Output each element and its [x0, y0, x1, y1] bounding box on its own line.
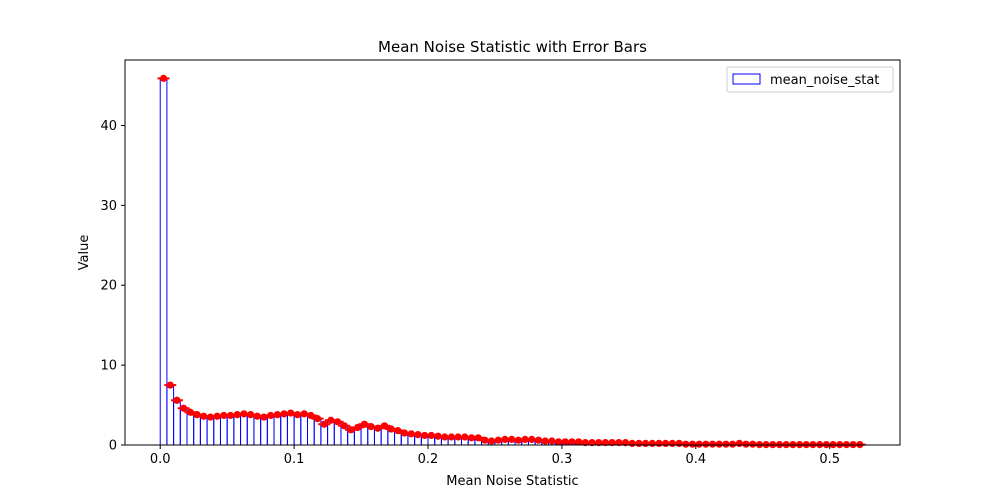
error-point: [742, 440, 750, 448]
y-tick-label: 0: [109, 439, 117, 454]
error-point: [220, 411, 228, 420]
error-point: [581, 439, 589, 447]
error-point: [541, 437, 549, 445]
error-point: [253, 412, 261, 420]
error-point: [461, 433, 469, 441]
plot-frame: [124, 59, 901, 446]
x-axis: 0.0 0.1 0.2 0.3 0.4 0.5: [150, 445, 840, 467]
x-axis-label: Mean Noise Statistic: [446, 474, 578, 489]
y-axis-label: Value: [77, 235, 92, 271]
error-point: [501, 435, 509, 444]
error-point: [621, 439, 630, 447]
error-point: [213, 412, 221, 420]
error-point: [708, 440, 717, 448]
error-point: [488, 437, 496, 445]
error-point: [534, 436, 543, 444]
error-point: [380, 422, 389, 430]
error-point: [688, 440, 697, 448]
error-point: [702, 440, 710, 448]
error-point: [561, 438, 569, 446]
error-point: [514, 436, 522, 444]
error-point: [226, 411, 235, 420]
legend: mean_noise_stat: [726, 66, 894, 93]
error-point: [575, 438, 583, 446]
error-point: [200, 412, 208, 420]
error-point: [528, 435, 536, 444]
error-point: [307, 411, 315, 420]
error-point: [313, 415, 322, 423]
error-point: [441, 433, 449, 441]
error-point: [722, 440, 730, 448]
legend-box: [726, 66, 894, 93]
y-tick-label: 10: [100, 359, 117, 374]
x-tick-label: 0.1: [284, 452, 305, 467]
error-point: [414, 431, 422, 439]
error-point: [447, 433, 456, 441]
legend-label: mean_noise_stat: [770, 73, 879, 88]
y-tick-label: 30: [100, 199, 117, 214]
error-point: [588, 439, 596, 447]
error-point: [407, 430, 415, 438]
error-point: [568, 438, 576, 446]
error-point: [320, 420, 328, 428]
chart-title: Mean Noise Statistic with Error Bars: [378, 38, 647, 56]
error-point: [334, 418, 342, 426]
error-point: [521, 435, 529, 444]
error-point: [421, 431, 429, 440]
error-point: [233, 411, 241, 419]
error-point: [400, 429, 409, 437]
error-point: [180, 404, 188, 412]
error-point: [273, 411, 281, 419]
error-point: [173, 396, 181, 404]
x-tick-label: 0.5: [819, 452, 840, 467]
error-point: [729, 440, 737, 448]
error-point: [427, 431, 435, 440]
error-point: [481, 436, 489, 444]
error-point: [354, 423, 362, 432]
x-tick-label: 0.3: [552, 452, 573, 467]
error-point: [508, 435, 516, 444]
error-point: [494, 436, 502, 444]
legend-swatch: [732, 73, 761, 85]
x-tick-label: 0.0: [150, 452, 171, 467]
error-point: [240, 410, 248, 418]
error-point: [340, 422, 348, 430]
error-point: [608, 439, 616, 447]
error-point: [267, 411, 275, 420]
error-point: [434, 432, 442, 440]
error-point: [554, 438, 563, 446]
x-tick-label: 0.2: [418, 452, 439, 467]
error-point: [166, 381, 174, 389]
y-axis: 0 10 20 30 40: [100, 119, 125, 454]
error-point: [595, 439, 603, 447]
y-tick-label: 40: [100, 119, 117, 134]
error-point: [293, 411, 302, 419]
error-point: [749, 440, 757, 448]
error-point: [206, 413, 215, 421]
error-point: [548, 437, 556, 445]
x-tick-label: 0.4: [685, 452, 706, 467]
error-point: [467, 434, 476, 442]
error-point: [615, 439, 623, 447]
error-point: [695, 440, 703, 448]
error-markers-layer: [157, 74, 866, 449]
error-point: [454, 433, 462, 441]
error-point: [715, 440, 723, 448]
error-point: [159, 74, 168, 82]
y-tick-label: 20: [100, 279, 117, 294]
error-point: [682, 440, 690, 448]
error-point: [280, 410, 288, 418]
error-point: [601, 439, 610, 447]
